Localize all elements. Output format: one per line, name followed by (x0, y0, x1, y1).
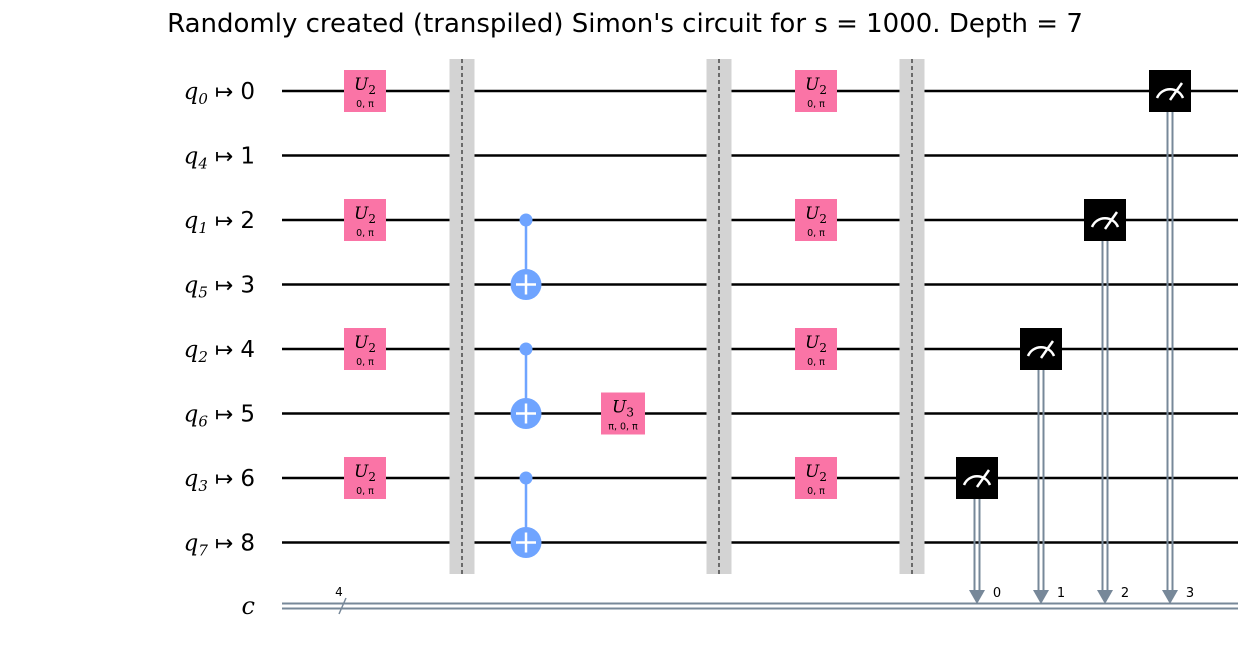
measure-gate[interactable] (956, 457, 998, 499)
u-gate[interactable] (795, 328, 837, 370)
u-gate[interactable] (344, 199, 386, 241)
measure-arrowhead (1097, 590, 1113, 604)
gate-params: 0, π (356, 486, 374, 497)
u-gate[interactable] (344, 457, 386, 499)
measure-bit-label: 2 (1121, 586, 1129, 601)
u-gate[interactable] (795, 457, 837, 499)
gate-params: 0, π (356, 357, 374, 368)
measure-arrowhead (1033, 590, 1049, 604)
qubit-label: q2 ↦ 4 (184, 337, 255, 366)
qubit-label: q7 ↦ 8 (184, 531, 255, 560)
meter-needle (1103, 211, 1119, 230)
gate-label: U2 (805, 333, 827, 355)
gate-label: U2 (354, 204, 376, 226)
meter-needle (1168, 82, 1184, 101)
cnot-control-dot[interactable] (519, 471, 533, 485)
gate-label: U2 (805, 462, 827, 484)
meter-icon (1155, 88, 1185, 99)
measure-bit-label: 0 (993, 586, 1001, 601)
meter-icon (1090, 217, 1120, 228)
measure-bit-label: 3 (1186, 586, 1194, 601)
gate-params: 0, π (807, 228, 825, 239)
qubit-label: q4 ↦ 1 (184, 144, 255, 173)
classical-register-label: c (242, 592, 255, 620)
cnot-control-dot[interactable] (519, 213, 533, 227)
gate-label: U2 (805, 75, 827, 97)
measure-arrowhead (1162, 590, 1178, 604)
meter-icon (962, 475, 992, 486)
gate-params: 0, π (807, 357, 825, 368)
gate-label: U3 (612, 398, 634, 420)
measure-arrowhead (969, 590, 985, 604)
gate-label: U2 (354, 462, 376, 484)
gate-params: 0, π (356, 228, 374, 239)
measure-gate[interactable] (1020, 328, 1062, 370)
u-gate[interactable] (795, 199, 837, 241)
gate-label: U2 (354, 333, 376, 355)
u-gate[interactable] (601, 392, 645, 435)
gate-label: U2 (354, 75, 376, 97)
qubit-label: q5 ↦ 3 (184, 273, 255, 302)
measure-gate[interactable] (1084, 199, 1126, 241)
register-width-label: 4 (335, 585, 343, 599)
u-gate[interactable] (795, 70, 837, 112)
meter-needle (1039, 340, 1055, 359)
measure-gate[interactable] (1149, 70, 1191, 112)
register-width-slash (338, 597, 347, 615)
u-gate[interactable] (344, 70, 386, 112)
cnot-control-dot[interactable] (519, 342, 533, 356)
meter-needle (975, 469, 991, 488)
gate-label: U2 (805, 204, 827, 226)
qubit-label: q1 ↦ 2 (184, 208, 255, 237)
qubit-label: q0 ↦ 0 (184, 79, 255, 108)
gate-params: 0, π (807, 99, 825, 110)
gate-params: 0, π (356, 99, 374, 110)
diagram-title: Randomly created (transpiled) Simon's ci… (167, 9, 1083, 39)
qubit-label: q3 ↦ 6 (184, 466, 255, 495)
gate-params: π, 0, π (608, 422, 638, 433)
qubit-label: q6 ↦ 5 (184, 402, 255, 431)
meter-icon (1026, 346, 1056, 357)
gate-params: 0, π (807, 486, 825, 497)
measure-bit-label: 1 (1057, 586, 1065, 601)
u-gate[interactable] (344, 328, 386, 370)
